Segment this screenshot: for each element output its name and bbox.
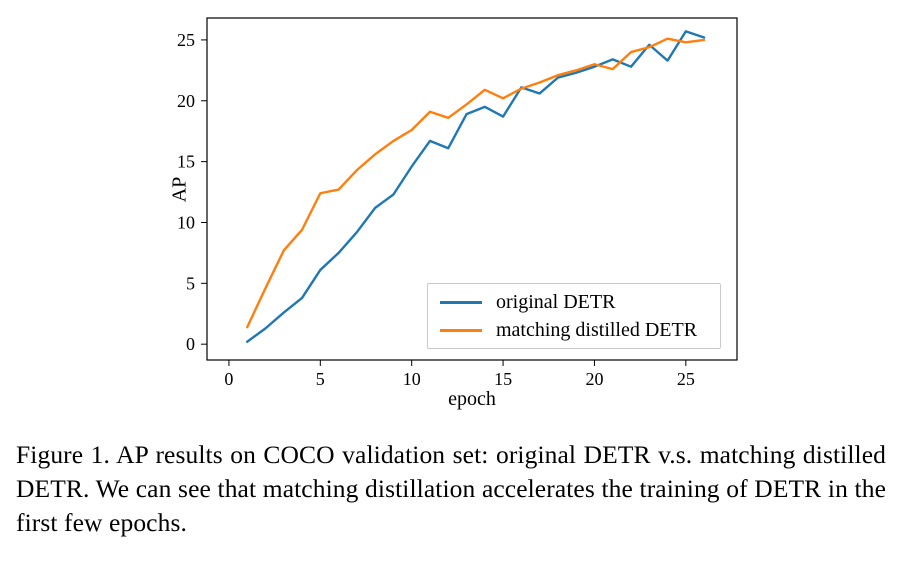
svg-text:10: 10	[403, 369, 421, 389]
svg-text:20: 20	[585, 369, 603, 389]
legend-item-matching-distilled-detr: matching distilled DETR	[440, 319, 708, 341]
svg-text:15: 15	[494, 369, 512, 389]
chart-canvas: 0 5 10 15 20 25 0 5 10 15 20 25	[177, 17, 738, 389]
svg-text:15: 15	[177, 152, 195, 172]
svg-text:5: 5	[186, 273, 195, 293]
x-axis-label: epoch	[448, 388, 496, 410]
ap-line-chart: 0 5 10 15 20 25 0 5 10 15 20 25 AP epoch original D…	[168, 17, 738, 410]
svg-text:25: 25	[677, 369, 695, 389]
legend-line-original-detr-icon	[440, 300, 482, 304]
svg-text:10: 10	[177, 212, 195, 232]
svg-text:0: 0	[186, 334, 195, 354]
legend: original DETR matching distilled DETR	[427, 283, 721, 349]
figure-caption: Figure 1. AP results on COCO validation …	[16, 440, 886, 537]
legend-label-matching-distilled-detr: matching distilled DETR	[496, 319, 698, 341]
svg-text:25: 25	[177, 30, 195, 50]
svg-text:20: 20	[177, 91, 195, 111]
svg-text:5: 5	[316, 369, 325, 389]
legend-item-original-detr: original DETR	[440, 291, 708, 313]
legend-label-original-detr: original DETR	[496, 291, 616, 313]
legend-line-matching-distilled-detr-icon	[440, 328, 482, 332]
svg-text:0: 0	[224, 369, 233, 389]
y-axis-label: AP	[168, 176, 191, 203]
